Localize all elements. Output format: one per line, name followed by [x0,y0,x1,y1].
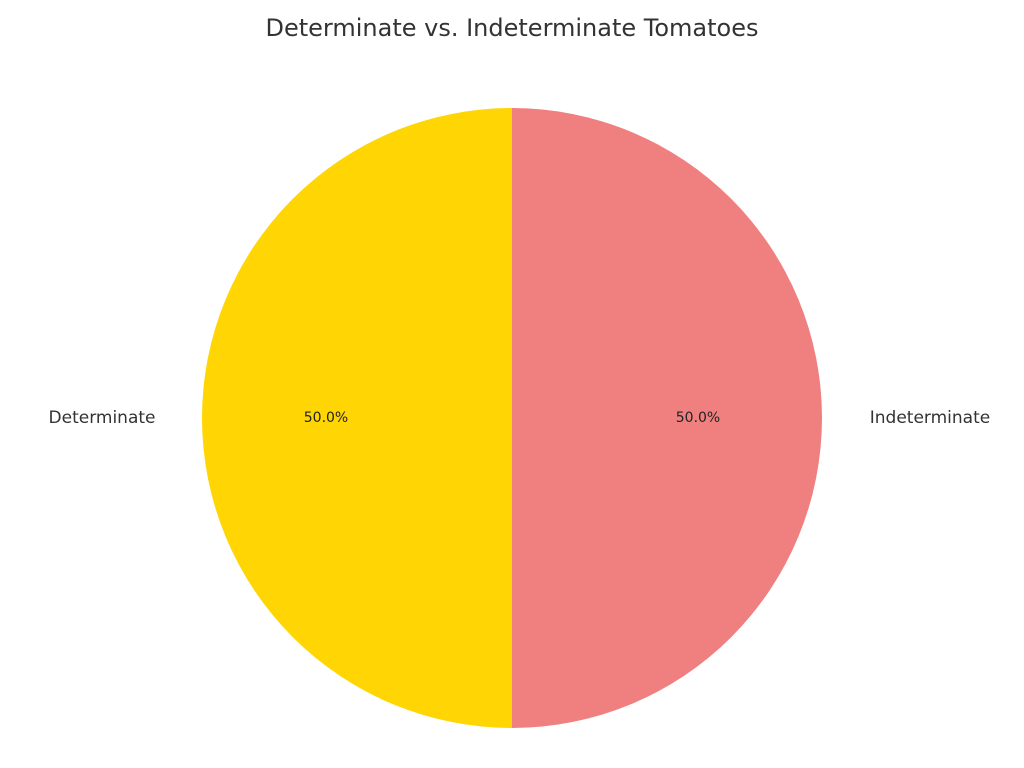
pct-label-determinate: 50.0% [304,410,348,426]
cat-label-determinate: Determinate [49,408,156,428]
cat-label-indeterminate: Indeterminate [870,408,990,428]
pie-slice-indeterminate [512,108,822,728]
chart-title: Determinate vs. Indeterminate Tomatoes [0,14,1024,42]
pie-slice-determinate [202,108,512,728]
pie-circle [202,108,822,728]
pie-chart: Determinate vs. Indeterminate Tomatoes 5… [0,0,1024,768]
pct-label-indeterminate: 50.0% [676,410,720,426]
